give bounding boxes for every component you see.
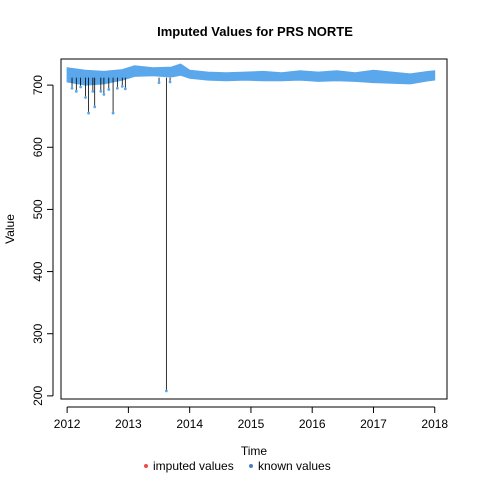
y-tick-label: 700 — [31, 75, 45, 95]
x-tick-label: 2016 — [299, 417, 326, 431]
spike-point — [99, 89, 103, 93]
known-values-band — [66, 63, 436, 86]
spike-point — [84, 96, 87, 99]
y-tick-label: 500 — [31, 199, 45, 219]
legend-item: imputed values — [144, 459, 234, 473]
spike-point — [123, 87, 127, 91]
spike-point — [79, 85, 83, 89]
spike-point — [168, 80, 172, 84]
x-tick-label: 2014 — [176, 417, 203, 431]
spike-point — [102, 93, 106, 96]
x-tick-label: 2012 — [54, 417, 81, 431]
chart-title: Imputed Values for PRS NORTE — [157, 24, 353, 39]
legend: imputed values known values — [144, 459, 331, 473]
spike-point — [91, 89, 95, 93]
y-tick-label: 600 — [31, 137, 45, 157]
spike-point — [164, 389, 168, 393]
spike-point — [107, 88, 111, 91]
plot-frame — [60, 58, 448, 400]
legend-marker — [144, 464, 148, 468]
plot-data — [66, 63, 436, 393]
spike-point — [74, 89, 78, 93]
legend-item: known values — [249, 459, 331, 473]
legend-marker — [249, 464, 253, 468]
y-tick-label: 300 — [31, 323, 45, 343]
y-axis-label: Value — [3, 214, 17, 244]
spike-point — [111, 111, 115, 115]
spike-point — [87, 111, 90, 115]
spike-point — [70, 86, 74, 90]
x-tick-label: 2015 — [238, 417, 265, 431]
spike-point — [157, 81, 161, 85]
x-tick-label: 2013 — [115, 417, 142, 431]
x-axis-label: Time — [241, 444, 268, 458]
x-axis: 2012 2013 2014 2015 2016 2017 2018 — [54, 406, 448, 431]
spike-point — [115, 86, 119, 90]
spike-point — [120, 84, 124, 88]
y-tick-label: 200 — [31, 386, 45, 406]
legend-label: imputed values — [153, 459, 234, 473]
y-axis: 200 300 400 500 600 700 — [31, 75, 54, 406]
legend-label: known values — [258, 459, 331, 473]
y-tick-label: 400 — [31, 261, 45, 281]
x-tick-label: 2018 — [421, 417, 448, 431]
x-tick-label: 2017 — [360, 417, 387, 431]
spike-point — [93, 105, 97, 109]
